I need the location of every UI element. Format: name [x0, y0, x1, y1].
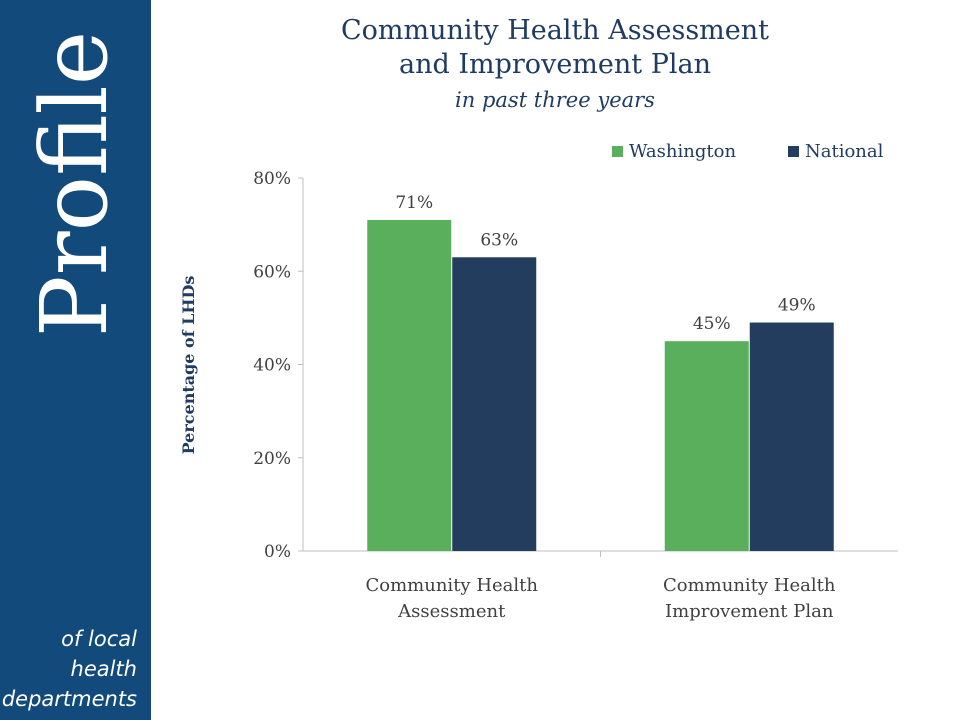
- bar-national-1: [452, 257, 537, 551]
- sidebar: Profile of local health departments: [0, 0, 151, 720]
- chart-title: Community Health Assessment and Improvem…: [260, 14, 850, 82]
- chart-title-line-2: and Improvement Plan: [399, 49, 711, 80]
- y-axis-label: Percentage of LHDs: [179, 276, 198, 455]
- data-label: 49%: [778, 296, 816, 316]
- x-category-label: Improvement Plan: [665, 601, 834, 622]
- y-tick-label: 0%: [264, 542, 291, 562]
- legend-swatch-washington: [612, 146, 623, 157]
- data-label: 63%: [480, 230, 518, 250]
- y-tick-label: 80%: [253, 169, 291, 189]
- bar-national-2: [749, 322, 834, 551]
- y-tick-label: 40%: [253, 356, 291, 376]
- data-label: 45%: [693, 314, 731, 334]
- x-category-label: Community Health: [663, 575, 836, 596]
- tagline-line-2: health: [70, 657, 137, 681]
- x-category-label: Assessment: [397, 601, 506, 622]
- legend-swatch-national: [788, 146, 799, 157]
- y-tick-label: 60%: [253, 262, 291, 282]
- x-category-label: Community Health: [366, 575, 539, 596]
- legend-label-national: National: [805, 141, 884, 162]
- bar-washington-1: [367, 219, 452, 551]
- data-label: 71%: [395, 193, 433, 213]
- tagline: of local health departments: [0, 624, 137, 714]
- chart-title-line-1: Community Health Assessment: [340, 15, 770, 46]
- tagline-line-1: of local: [61, 627, 137, 651]
- chart-subtitle: in past three years: [455, 88, 655, 112]
- legend-label-washington: Washington: [629, 141, 736, 162]
- bar-washington-2: [664, 341, 749, 551]
- tagline-line-3: departments: [1, 687, 137, 711]
- y-tick-label: 20%: [253, 449, 291, 469]
